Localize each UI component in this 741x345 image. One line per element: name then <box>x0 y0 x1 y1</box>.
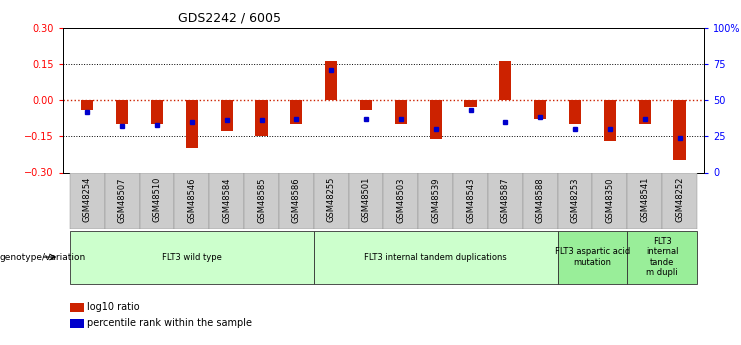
Bar <box>174 172 209 229</box>
Bar <box>419 172 453 229</box>
Text: GSM48252: GSM48252 <box>675 177 684 223</box>
Text: FLT3 aspartic acid
mutation: FLT3 aspartic acid mutation <box>555 247 630 267</box>
Bar <box>82 100 93 110</box>
Text: GSM48586: GSM48586 <box>292 177 301 223</box>
Bar <box>569 100 581 124</box>
Bar <box>209 172 244 229</box>
Bar <box>523 172 558 229</box>
Bar <box>70 230 313 284</box>
Bar <box>313 230 558 284</box>
Bar <box>499 61 511 100</box>
Text: GSM48501: GSM48501 <box>362 177 370 223</box>
Text: FLT3 wild type: FLT3 wild type <box>162 253 222 262</box>
Text: GSM48543: GSM48543 <box>466 177 475 223</box>
Bar <box>70 319 84 328</box>
Bar <box>104 172 139 229</box>
Text: log10 ratio: log10 ratio <box>87 302 139 312</box>
Text: GSM48588: GSM48588 <box>536 177 545 223</box>
Text: genotype/variation: genotype/variation <box>0 253 86 262</box>
Bar <box>348 172 384 229</box>
Bar <box>465 100 476 107</box>
Bar <box>604 100 616 141</box>
Bar <box>313 172 348 229</box>
Bar <box>290 100 302 124</box>
Bar <box>662 172 697 229</box>
Text: GSM48507: GSM48507 <box>118 177 127 223</box>
Text: GSM48587: GSM48587 <box>501 177 510 223</box>
Bar <box>488 172 523 229</box>
Bar <box>279 172 313 229</box>
Bar <box>430 100 442 139</box>
Bar <box>244 172 279 229</box>
Bar <box>139 172 174 229</box>
Bar <box>593 172 628 229</box>
Text: GSM48350: GSM48350 <box>605 177 614 223</box>
Bar <box>558 230 628 284</box>
Text: GSM48510: GSM48510 <box>153 177 162 223</box>
Text: GSM48253: GSM48253 <box>571 177 579 223</box>
Bar <box>360 100 372 110</box>
Bar <box>628 172 662 229</box>
Bar <box>151 100 163 124</box>
Bar <box>70 303 84 312</box>
Text: GDS2242 / 6005: GDS2242 / 6005 <box>179 11 282 24</box>
Text: GSM48255: GSM48255 <box>327 177 336 223</box>
Bar <box>325 61 337 100</box>
Text: percentile rank within the sample: percentile rank within the sample <box>87 318 252 328</box>
Text: GSM48584: GSM48584 <box>222 177 231 223</box>
Bar <box>116 100 128 124</box>
Bar <box>395 100 407 124</box>
Bar <box>384 172 419 229</box>
Text: GSM48254: GSM48254 <box>83 177 92 223</box>
Bar <box>558 172 593 229</box>
Text: FLT3 internal tandem duplications: FLT3 internal tandem duplications <box>365 253 507 262</box>
Text: GSM48539: GSM48539 <box>431 177 440 223</box>
Text: GSM48546: GSM48546 <box>187 177 196 223</box>
Bar <box>221 100 233 131</box>
Bar <box>453 172 488 229</box>
Text: FLT3
internal
tande
m dupli: FLT3 internal tande m dupli <box>646 237 679 277</box>
Text: GSM48503: GSM48503 <box>396 177 405 223</box>
Bar <box>534 100 546 119</box>
Bar <box>628 230 697 284</box>
Bar <box>674 100 685 160</box>
Bar <box>256 100 268 136</box>
Bar <box>70 172 104 229</box>
Bar <box>186 100 198 148</box>
Text: GSM48541: GSM48541 <box>640 177 649 223</box>
Bar <box>639 100 651 124</box>
Text: GSM48585: GSM48585 <box>257 177 266 223</box>
